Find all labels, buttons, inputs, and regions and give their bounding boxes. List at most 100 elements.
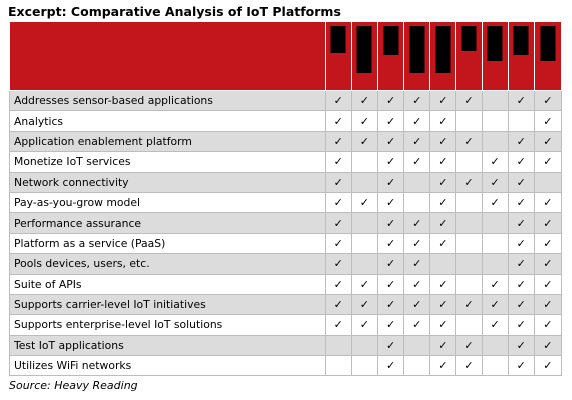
- vendor-logo-cell: [350, 21, 378, 91]
- check-cell: ✓: [429, 314, 457, 336]
- check-cell: [481, 130, 509, 153]
- check-cell: ✓: [481, 293, 509, 316]
- table-row: Performance assurance ✓ ✓ ✓ ✓ ✓ ✓: [9, 212, 563, 234]
- check-cell: ✓: [507, 212, 535, 234]
- vendor-logo-placeholder: [435, 26, 451, 73]
- check-cell: ✓: [429, 293, 457, 316]
- table-row: Pools devices, users, etc. ✓ ✓ ✓ ✓ ✓: [9, 253, 563, 275]
- check-cell: ✓: [376, 191, 405, 214]
- check-cell: ✓: [324, 130, 352, 153]
- check-cell: [455, 191, 483, 214]
- table-row: Monetize IoT services ✓ ✓ ✓ ✓ ✓ ✓ ✓: [9, 151, 563, 173]
- check-cell: ✓: [350, 191, 378, 214]
- check-cell: ✓: [455, 89, 483, 112]
- check-cell: ✓: [533, 89, 563, 112]
- check-cell: ✓: [455, 130, 483, 153]
- check-cell: ✓: [376, 151, 405, 173]
- check-cell: [403, 171, 431, 193]
- check-cell: ✓: [376, 212, 405, 234]
- vendor-logo-placeholder: [383, 26, 399, 55]
- vendor-logo-placeholder: [513, 26, 529, 55]
- check-cell: [350, 334, 378, 357]
- check-cell: ✓: [507, 232, 535, 255]
- check-cell: ✓: [324, 293, 352, 316]
- comparison-table: Addresses sensor-based applications ✓ ✓ ✓ ✓ ✓…: [9, 21, 563, 377]
- check-cell: [481, 110, 509, 132]
- check-cell: ✓: [533, 130, 563, 153]
- check-cell: ✓: [376, 355, 405, 377]
- check-cell: [455, 314, 483, 336]
- check-cell: ✓: [481, 273, 509, 295]
- row-label: Network connectivity: [9, 171, 326, 193]
- check-cell: ✓: [403, 110, 431, 132]
- vendor-logo-placeholder: [487, 26, 503, 61]
- check-cell: [481, 232, 509, 255]
- check-cell: [455, 232, 483, 255]
- check-cell: ✓: [507, 334, 535, 357]
- check-cell: ✓: [324, 314, 352, 336]
- check-cell: ✓: [507, 355, 535, 377]
- row-label: Analytics: [9, 110, 326, 132]
- check-cell: ✓: [429, 89, 457, 112]
- check-cell: ✓: [403, 293, 431, 316]
- vendor-logo-cell: [403, 21, 431, 91]
- check-cell: ✓: [507, 253, 535, 275]
- check-cell: ✓: [533, 293, 563, 316]
- check-cell: ✓: [429, 355, 457, 377]
- check-cell: ✓: [324, 191, 352, 214]
- table-row: Test IoT applications ✓ ✓ ✓ ✓ ✓: [9, 334, 563, 357]
- check-cell: ✓: [403, 253, 431, 275]
- check-cell: ✓: [481, 171, 509, 193]
- check-cell: [350, 212, 378, 234]
- row-label: Supports enterprise-level IoT solutions: [9, 314, 326, 336]
- check-cell: ✓: [403, 89, 431, 112]
- check-cell: ✓: [429, 110, 457, 132]
- check-cell: [350, 253, 378, 275]
- check-cell: [403, 191, 431, 214]
- check-cell: ✓: [533, 232, 563, 255]
- check-cell: [350, 355, 378, 377]
- check-cell: ✓: [533, 253, 563, 275]
- check-cell: ✓: [507, 314, 535, 336]
- check-cell: ✓: [507, 151, 535, 173]
- check-cell: ✓: [376, 89, 405, 112]
- table-row: Addresses sensor-based applications ✓ ✓ ✓ ✓ ✓…: [9, 89, 563, 112]
- check-cell: ✓: [455, 355, 483, 377]
- check-cell: ✓: [376, 253, 405, 275]
- check-cell: ✓: [429, 130, 457, 153]
- table-row: Supports enterprise-level IoT solutions ✓…: [9, 314, 563, 336]
- vendor-logo-cell: [429, 21, 457, 91]
- check-cell: [429, 253, 457, 275]
- check-cell: ✓: [507, 191, 535, 214]
- vendor-logo-placeholder: [409, 26, 425, 73]
- header-row: [9, 21, 563, 91]
- vendor-logo-cell: [455, 21, 483, 91]
- check-cell: ✓: [376, 171, 405, 193]
- check-cell: ✓: [429, 191, 457, 214]
- check-cell: [455, 253, 483, 275]
- check-cell: ✓: [324, 171, 352, 193]
- check-cell: ✓: [350, 89, 378, 112]
- check-cell: ✓: [403, 130, 431, 153]
- check-cell: ✓: [350, 293, 378, 316]
- check-cell: [324, 355, 352, 377]
- row-label: Suite of APIs: [9, 273, 326, 295]
- table-row: Platform as a service (PaaS) ✓ ✓ ✓ ✓ ✓ ✓: [9, 232, 563, 255]
- vendor-logo-cell: [324, 21, 352, 91]
- vendor-logo-placeholder: [330, 26, 346, 53]
- row-label: Performance assurance: [9, 212, 326, 234]
- check-cell: ✓: [455, 171, 483, 193]
- check-cell: ✓: [403, 314, 431, 336]
- vendor-logo-cell: [507, 21, 535, 91]
- check-cell: [350, 151, 378, 173]
- check-cell: ✓: [324, 253, 352, 275]
- row-label: Addresses sensor-based applications: [9, 89, 326, 112]
- check-cell: ✓: [507, 293, 535, 316]
- check-cell: ✓: [429, 232, 457, 255]
- header-label-cell: [9, 21, 326, 91]
- check-cell: ✓: [481, 314, 509, 336]
- check-cell: [455, 151, 483, 173]
- check-cell: ✓: [324, 89, 352, 112]
- check-cell: ✓: [324, 273, 352, 295]
- check-cell: ✓: [324, 110, 352, 132]
